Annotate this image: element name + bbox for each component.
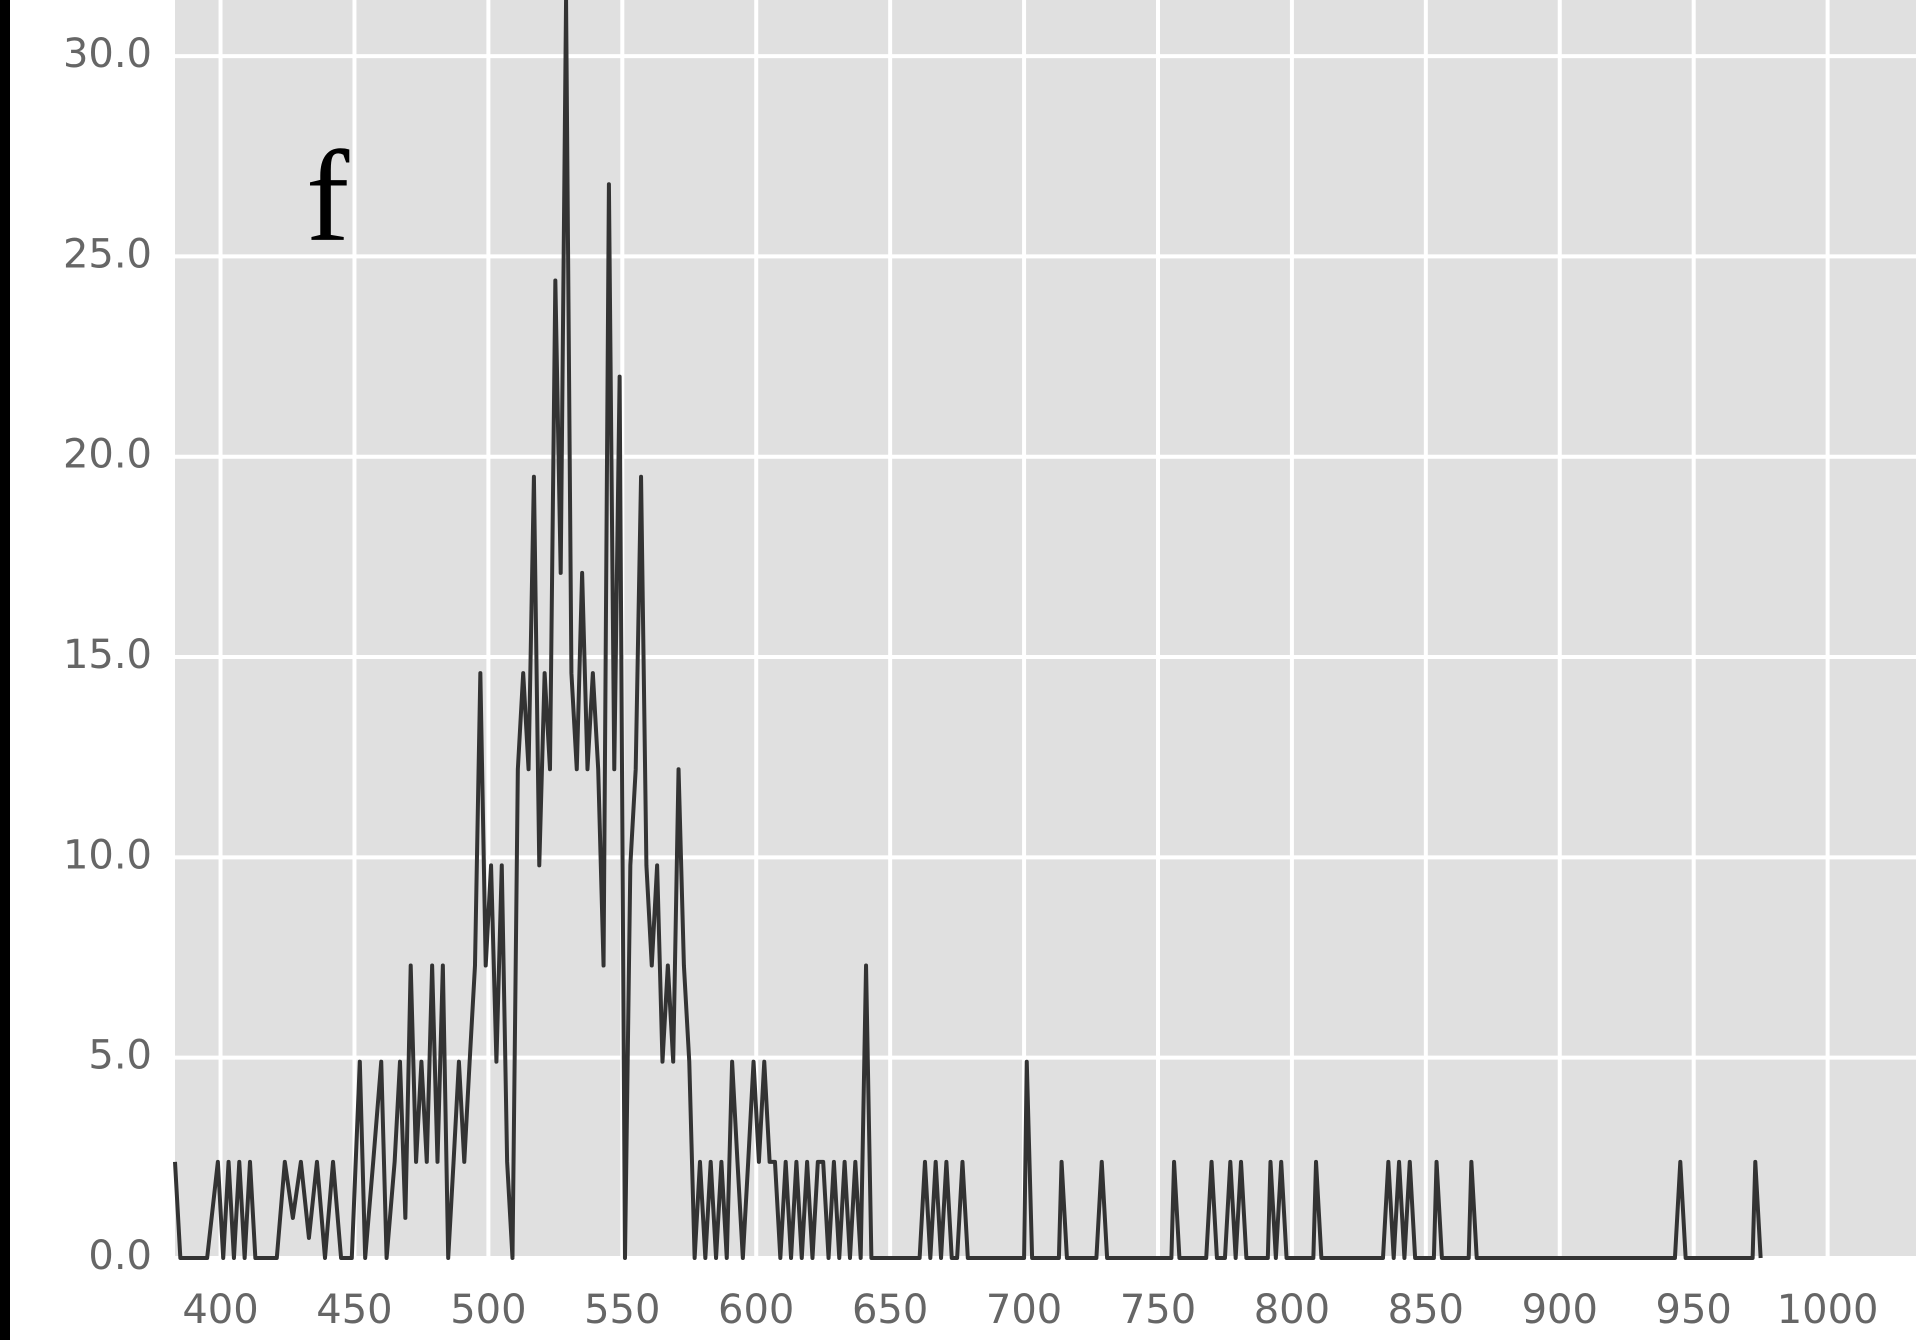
x-tick-label: 450 — [316, 1287, 392, 1333]
y-tick-label: 5.0 — [88, 1033, 152, 1079]
x-tick-label: 950 — [1656, 1287, 1732, 1333]
x-tick-label: 600 — [718, 1287, 794, 1333]
x-tick-label: 550 — [584, 1287, 660, 1333]
left-border — [0, 0, 10, 1340]
panel-label: f — [306, 125, 350, 269]
data-line — [173, 0, 1763, 1260]
x-tick-label: 500 — [450, 1287, 526, 1333]
y-tick-label: 30.0 — [63, 31, 152, 77]
x-tick-label: 400 — [182, 1287, 258, 1333]
x-tick-label: 650 — [852, 1287, 928, 1333]
x-tick-label: 1000 — [1777, 1287, 1879, 1333]
x-tick-label: 850 — [1388, 1287, 1464, 1333]
x-tick-label: 800 — [1254, 1287, 1330, 1333]
x-tick-label: 750 — [1120, 1287, 1196, 1333]
x-tick-label: 700 — [986, 1287, 1062, 1333]
x-tick-label: 900 — [1522, 1287, 1598, 1333]
y-tick-label: 25.0 — [63, 231, 152, 277]
y-tick-label: 20.0 — [63, 432, 152, 478]
y-tick-label: 0.0 — [88, 1233, 152, 1279]
plot-background — [175, 0, 1916, 1258]
y-tick-label: 10.0 — [63, 832, 152, 878]
y-tick-label: 15.0 — [63, 632, 152, 678]
